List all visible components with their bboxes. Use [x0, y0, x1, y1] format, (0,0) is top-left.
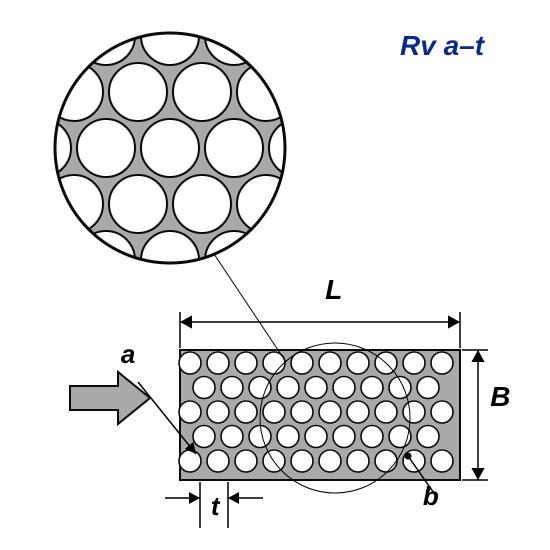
diagram-svg	[0, 0, 550, 550]
label-b: b	[423, 481, 439, 512]
label-a: a	[121, 339, 135, 370]
label-t: t	[211, 491, 220, 522]
perforated-plate	[179, 350, 460, 480]
label-L: L	[325, 274, 342, 306]
direction-arrow-icon	[70, 372, 150, 424]
magnifier-detail	[13, 7, 359, 289]
diagram-stage: Rv a–t L B a b t	[0, 0, 550, 550]
label-B: B	[490, 381, 510, 413]
